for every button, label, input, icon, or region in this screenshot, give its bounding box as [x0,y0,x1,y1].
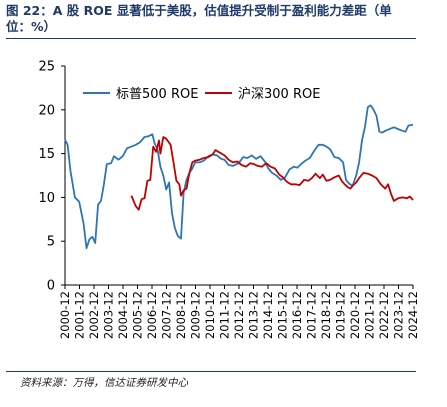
x-tick-label: 2023-12 [392,291,406,339]
x-tick-label: 2021-12 [363,291,377,339]
footer-divider [6,371,416,372]
x-tick-label: 2024-12 [406,291,420,339]
hs300-roe-line [130,136,414,211]
y-tick-label: 15 [38,147,55,162]
x-tick-label: 2010-12 [203,291,217,339]
chart-legend: 标普500 ROE 沪深300 ROE [83,86,320,102]
chart-series-lines [64,104,414,250]
y-tick-label: 0 [47,279,55,294]
y-tick-label: 20 [38,103,55,118]
x-tick-label: 2007-12 [160,291,174,339]
x-tick-label: 2011-12 [218,291,232,339]
x-tick-label: 2015-12 [276,291,290,339]
x-tick-label: 2004-12 [116,291,130,339]
x-tick-label: 2001-12 [73,291,87,339]
x-tick-label: 2009-12 [189,291,203,339]
x-tick-label: 2000-12 [58,291,72,339]
y-tick-label: 5 [47,235,55,250]
x-tick-label: 2005-12 [131,291,145,339]
y-tick-label: 25 [38,60,55,75]
legend-label: 沪深300 ROE [238,86,320,102]
source-note: 资料来源：万得，信达证券研发中心 [20,377,188,389]
x-tick-label: 2022-12 [377,291,391,339]
x-tick-label: 2019-12 [334,291,348,339]
x-tick-label: 2020-12 [348,291,362,339]
sp500-roe-line [64,104,414,250]
x-tick-label: 2017-12 [305,291,319,339]
x-tick-label: 2013-12 [247,291,261,339]
x-tick-label: 2016-12 [290,291,304,339]
figure-title: 图 22：A 股 ROE 显著低于美股，估值提升受制于盈利能力差距（单位：%） [6,3,392,34]
x-tick-label: 2006-12 [145,291,159,339]
x-tick-label: 2018-12 [319,291,333,339]
x-tick-label: 2014-12 [261,291,275,339]
x-tick-label: 2012-12 [232,291,246,339]
x-tick-label: 2008-12 [174,291,188,339]
legend-label: 标普500 ROE [116,87,198,102]
y-tick-label: 10 [38,191,55,206]
title-divider [6,38,416,39]
x-tick-label: 2003-12 [102,291,116,339]
x-tick-label: 2002-12 [87,291,101,339]
